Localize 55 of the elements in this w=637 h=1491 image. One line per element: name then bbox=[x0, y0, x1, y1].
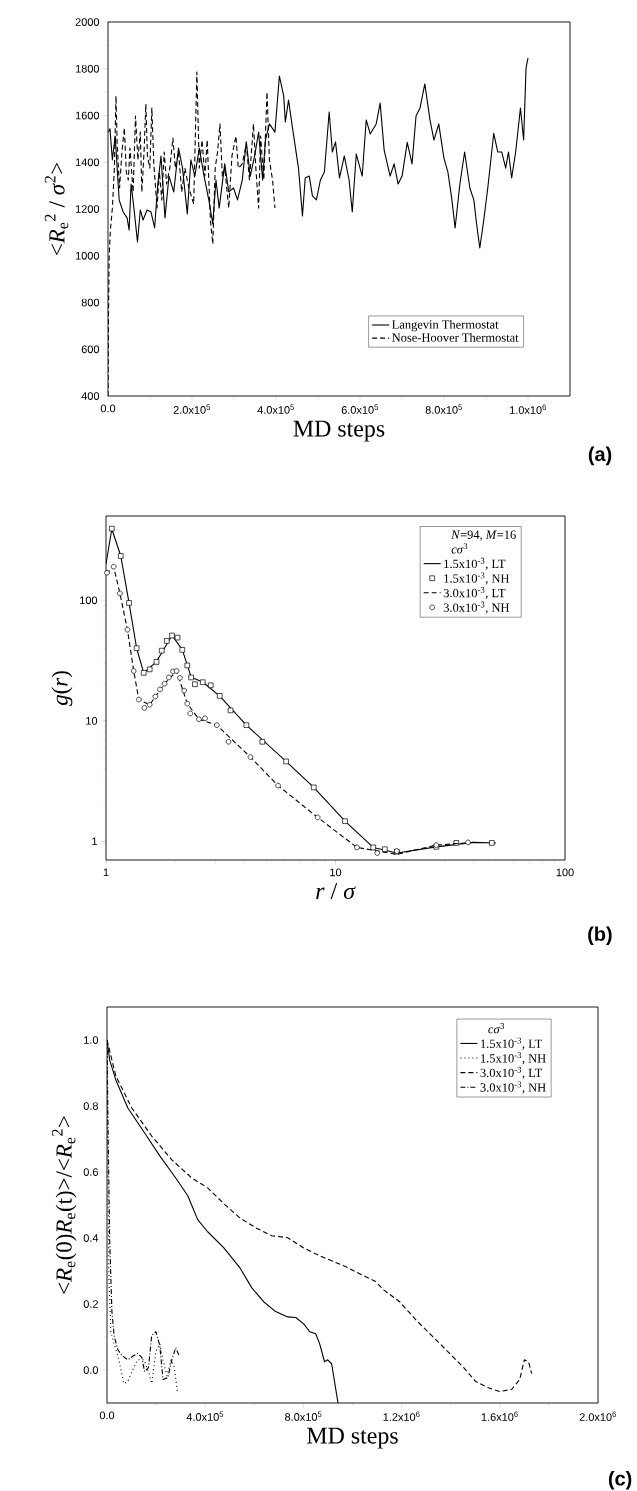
legend-label: Langevin Thermostat bbox=[392, 319, 499, 332]
x-axis-title: MD steps bbox=[307, 1427, 398, 1449]
y-tick-label: 600 bbox=[81, 345, 100, 354]
x-tick-label: 1 bbox=[103, 868, 109, 877]
annotation: cσ$^{3}$ bbox=[451, 543, 468, 554]
y-tick-label: 1200 bbox=[75, 205, 100, 213]
legend-label: 3.0x10$^{-3}$, NH bbox=[480, 1081, 546, 1094]
x-tick-label: 10 bbox=[330, 868, 342, 877]
y-tick-label: 1800 bbox=[75, 64, 100, 73]
x-tick-label: 4.0x10$^{5}$ bbox=[186, 1411, 224, 1421]
y-tick-label: 1 bbox=[92, 837, 98, 846]
y-tick-label: 400 bbox=[81, 392, 100, 400]
y-tick-label: 0.2 bbox=[83, 1300, 98, 1308]
y-tick-label: 0.4 bbox=[83, 1234, 99, 1242]
y-tick-label: 1600 bbox=[75, 111, 100, 120]
y-axis-title: <R$_{e}$$^{2}$ / σ$^{2}$> bbox=[44, 162, 69, 256]
x-tick-label: 2.0x10$^{6}$ bbox=[579, 1411, 616, 1421]
legend-title: cσ$^{3}$ bbox=[488, 1023, 505, 1034]
legend-label: 3.0x10$^{-3}$, LT bbox=[443, 587, 506, 600]
y-tick-label: 1000 bbox=[75, 251, 100, 260]
x-tick-label: 6.0x10$^{5}$ bbox=[341, 404, 379, 414]
x-tick-label: 8.0x10$^{5}$ bbox=[425, 404, 463, 414]
legend-label: 3.0x10$^{-3}$, LT bbox=[480, 1066, 543, 1079]
x-tick-label: 4.0x10$^{5}$ bbox=[257, 404, 295, 414]
x-tick-label: 1.2x10$^{6}$ bbox=[383, 1411, 420, 1421]
x-tick-label: 8.0x10$^{5}$ bbox=[285, 1411, 322, 1421]
text: (c) bbox=[608, 1470, 632, 1490]
legend-label: 3.0x10$^{-3}$, NH bbox=[443, 601, 510, 614]
x-axis-title: r / σ bbox=[316, 883, 356, 900]
y-tick-label: 1.0 bbox=[84, 1036, 99, 1044]
legend-title: N=94, M=16 bbox=[451, 530, 516, 541]
legend-label: 1.5x10$^{-3}$, NH bbox=[444, 572, 510, 585]
text: <R$_{e}$(0)R$_{e}$(t)>/<R$_{e}$$^{2}$> bbox=[51, 1116, 77, 1294]
y-tick-label: 0.8 bbox=[83, 1102, 99, 1110]
legend-label: 1.5x10$^{-3}$, NH bbox=[481, 1052, 546, 1065]
y-tick-label: 0.0 bbox=[83, 1366, 99, 1374]
x-tick-label: 0.0 bbox=[99, 1411, 115, 1420]
legend-label: 1.5x10$^{-3}$, LT bbox=[481, 1037, 543, 1050]
x-tick-label: 1.0x10$^{6}$ bbox=[510, 404, 546, 414]
y-tick-label: 800 bbox=[81, 298, 100, 307]
text: (b) bbox=[588, 926, 612, 945]
text: (a) bbox=[588, 446, 612, 466]
x-tick-label: 100 bbox=[556, 868, 574, 877]
x-tick-label: 2.0x10$^{5}$ bbox=[173, 404, 211, 414]
y-tick-label: 100 bbox=[80, 596, 98, 605]
y-tick-label: 2000 bbox=[75, 18, 100, 26]
y-tick-label: 10 bbox=[86, 716, 98, 725]
x-tick-label: 1.6x10$^{6}$ bbox=[481, 1411, 518, 1421]
legend-label: Nose-Hoover Thermostat bbox=[392, 333, 519, 342]
x-axis-title: MD steps bbox=[293, 420, 385, 442]
y-tick-label: 0.6 bbox=[83, 1168, 99, 1176]
y-tick-label: 1400 bbox=[75, 158, 100, 167]
y-axis-title: g(r) bbox=[51, 671, 73, 706]
x-tick-label: 0.0 bbox=[100, 404, 116, 413]
legend-label: 1.5x10$^{-3}$, LT bbox=[444, 557, 506, 570]
